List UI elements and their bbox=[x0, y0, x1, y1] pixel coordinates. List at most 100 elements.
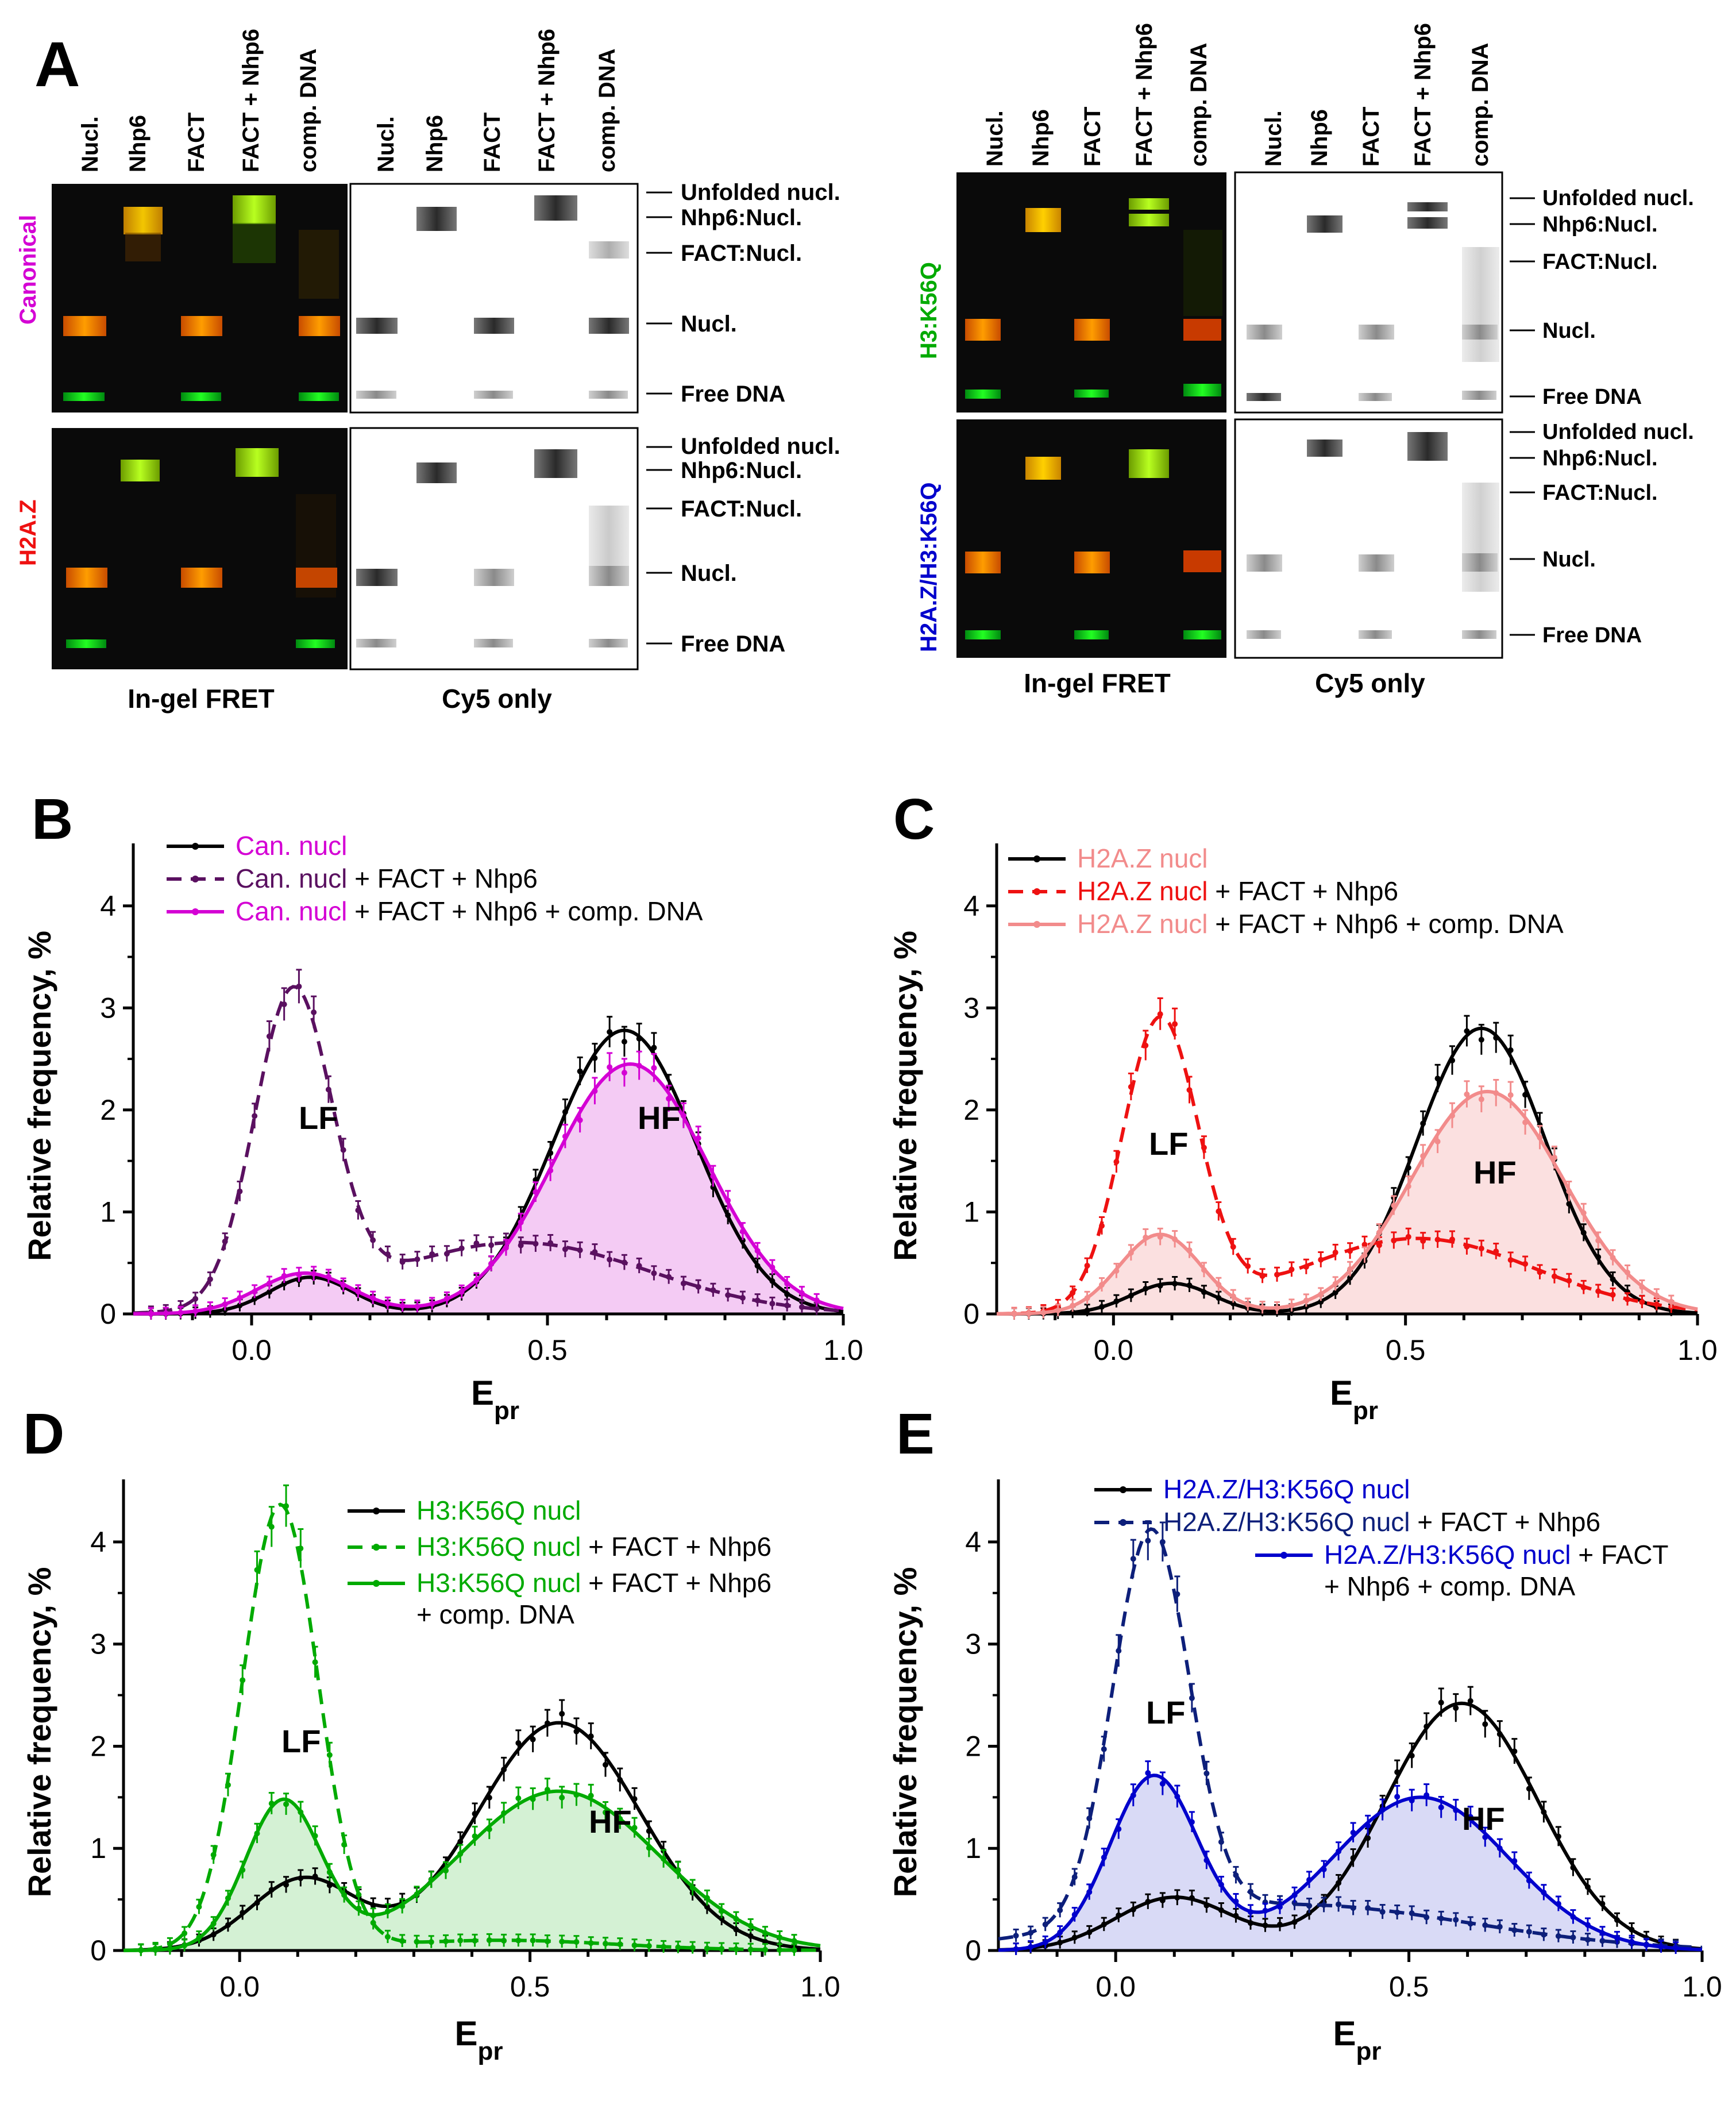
data-point bbox=[1174, 1591, 1181, 1597]
data-point bbox=[326, 1869, 333, 1875]
data-point bbox=[298, 1545, 304, 1552]
data-point bbox=[148, 1310, 154, 1317]
annotation-hf: HF bbox=[638, 1100, 681, 1136]
data-point bbox=[1438, 1699, 1444, 1706]
data-point bbox=[1157, 1282, 1163, 1289]
y-tick-label: 4 bbox=[100, 890, 116, 922]
data-point bbox=[192, 1296, 199, 1302]
data-point bbox=[1128, 1293, 1134, 1299]
band-label: FACT:Nucl. bbox=[1542, 250, 1658, 274]
data-point bbox=[530, 1796, 536, 1802]
lane-label: FACT + Nhp6 bbox=[238, 29, 264, 172]
band-labels-top-right: Unfolded nucl. Nhp6:Nucl. FACT:Nucl. Nuc… bbox=[1510, 186, 1694, 409]
data-point bbox=[340, 1147, 346, 1153]
y-tick-label: 2 bbox=[90, 1730, 106, 1762]
data-point bbox=[414, 1256, 421, 1262]
series-line bbox=[998, 1527, 1703, 1949]
series-line bbox=[996, 1089, 1698, 1316]
data-point bbox=[1555, 1901, 1561, 1907]
data-point bbox=[222, 1238, 228, 1244]
data-point bbox=[1405, 1183, 1411, 1189]
data-point bbox=[457, 1937, 464, 1944]
data-point bbox=[1522, 1092, 1529, 1098]
data-point bbox=[1262, 1907, 1268, 1914]
band-label: Free DNA bbox=[1542, 385, 1642, 409]
data-point bbox=[1332, 1289, 1338, 1296]
data-point bbox=[356, 1905, 362, 1911]
data-point bbox=[341, 1841, 348, 1848]
data-point bbox=[399, 1259, 406, 1265]
data-point bbox=[1247, 1920, 1253, 1926]
panel-d: D 0 1 2 3 4 0.0 0.5 1.0 Relative frequency, % E pr… bbox=[21, 1402, 840, 2065]
data-point bbox=[152, 1947, 159, 1953]
data-point bbox=[1409, 1797, 1415, 1803]
data-point bbox=[1203, 1857, 1210, 1863]
data-point bbox=[1493, 1035, 1499, 1041]
chart-e: 0 1 2 3 4 0.0 0.5 1.0 Relative frequency, % E pr LF… bbox=[887, 1474, 1722, 2065]
series-area bbox=[124, 1791, 820, 1950]
data-point bbox=[621, 1070, 627, 1076]
data-point bbox=[1625, 1296, 1630, 1302]
lane-label: comp. DNA bbox=[1186, 43, 1212, 167]
legend-label-rest: + FACT + Nhp6 bbox=[1410, 1507, 1601, 1537]
data-point bbox=[1189, 1695, 1195, 1701]
data-point bbox=[501, 1937, 507, 1944]
data-point bbox=[1350, 1905, 1356, 1911]
data-point bbox=[443, 1251, 450, 1257]
band-label: Nhp6:Nucl. bbox=[681, 458, 802, 483]
data-point bbox=[784, 1302, 790, 1309]
caption-in-gel-fret: In-gel FRET bbox=[128, 684, 275, 714]
legend-label-rest: + FACT + Nhp6 bbox=[581, 1568, 771, 1598]
data-point bbox=[1318, 1292, 1324, 1298]
data-point bbox=[298, 1809, 304, 1815]
data-point bbox=[559, 1794, 565, 1801]
data-point bbox=[207, 1276, 213, 1282]
data-point bbox=[163, 1310, 169, 1317]
band-label: Nucl. bbox=[1542, 548, 1596, 572]
data-point bbox=[762, 1930, 768, 1936]
data-point bbox=[225, 1782, 231, 1788]
data-point bbox=[196, 1934, 202, 1941]
data-point bbox=[602, 1809, 608, 1815]
legend-marker bbox=[373, 1580, 380, 1587]
data-point bbox=[443, 1867, 449, 1874]
data-point bbox=[762, 1946, 768, 1953]
data-point bbox=[1537, 1134, 1543, 1140]
lane-label: Nhp6 bbox=[125, 115, 151, 172]
row-label-h3k56q: H3:K56Q bbox=[916, 262, 942, 359]
data-point bbox=[747, 1933, 754, 1939]
data-point bbox=[1101, 1746, 1107, 1752]
data-point bbox=[370, 1237, 376, 1243]
data-point bbox=[1013, 1946, 1019, 1952]
y-axis-label: Relative frequency, % bbox=[21, 1567, 57, 1898]
caption-in-gel-fret: In-gel FRET bbox=[1024, 668, 1171, 698]
data-point bbox=[1610, 1255, 1616, 1261]
data-point bbox=[1496, 1845, 1503, 1852]
data-point bbox=[1277, 1921, 1283, 1928]
data-point bbox=[777, 1946, 783, 1953]
data-point bbox=[1084, 1262, 1090, 1269]
data-point bbox=[268, 1801, 275, 1807]
data-point bbox=[1303, 1304, 1309, 1310]
data-point bbox=[784, 1291, 790, 1297]
data-point bbox=[1216, 1295, 1222, 1301]
legend-label-rest: + FACT bbox=[1571, 1540, 1669, 1570]
data-point bbox=[370, 1912, 376, 1918]
data-point bbox=[1143, 1234, 1149, 1240]
y-tick-label: 4 bbox=[90, 1526, 106, 1558]
data-point bbox=[1274, 1305, 1280, 1311]
data-point bbox=[1420, 1120, 1426, 1127]
data-point bbox=[1566, 1278, 1572, 1284]
legend-label: Can. nucl + FACT + Nhp6 bbox=[236, 864, 538, 893]
data-point bbox=[1306, 1903, 1313, 1909]
data-point bbox=[1116, 1826, 1122, 1832]
data-point bbox=[1084, 1307, 1090, 1313]
data-point bbox=[283, 1801, 290, 1807]
data-point bbox=[1306, 1876, 1313, 1883]
legend-label: Can. nucl + FACT + Nhp6 + comp. DNA bbox=[236, 896, 703, 926]
data-point bbox=[1570, 1934, 1576, 1941]
legend-marker bbox=[1033, 888, 1040, 895]
data-point bbox=[1070, 1302, 1076, 1309]
data-point bbox=[1028, 1944, 1034, 1950]
data-point bbox=[573, 1939, 580, 1945]
